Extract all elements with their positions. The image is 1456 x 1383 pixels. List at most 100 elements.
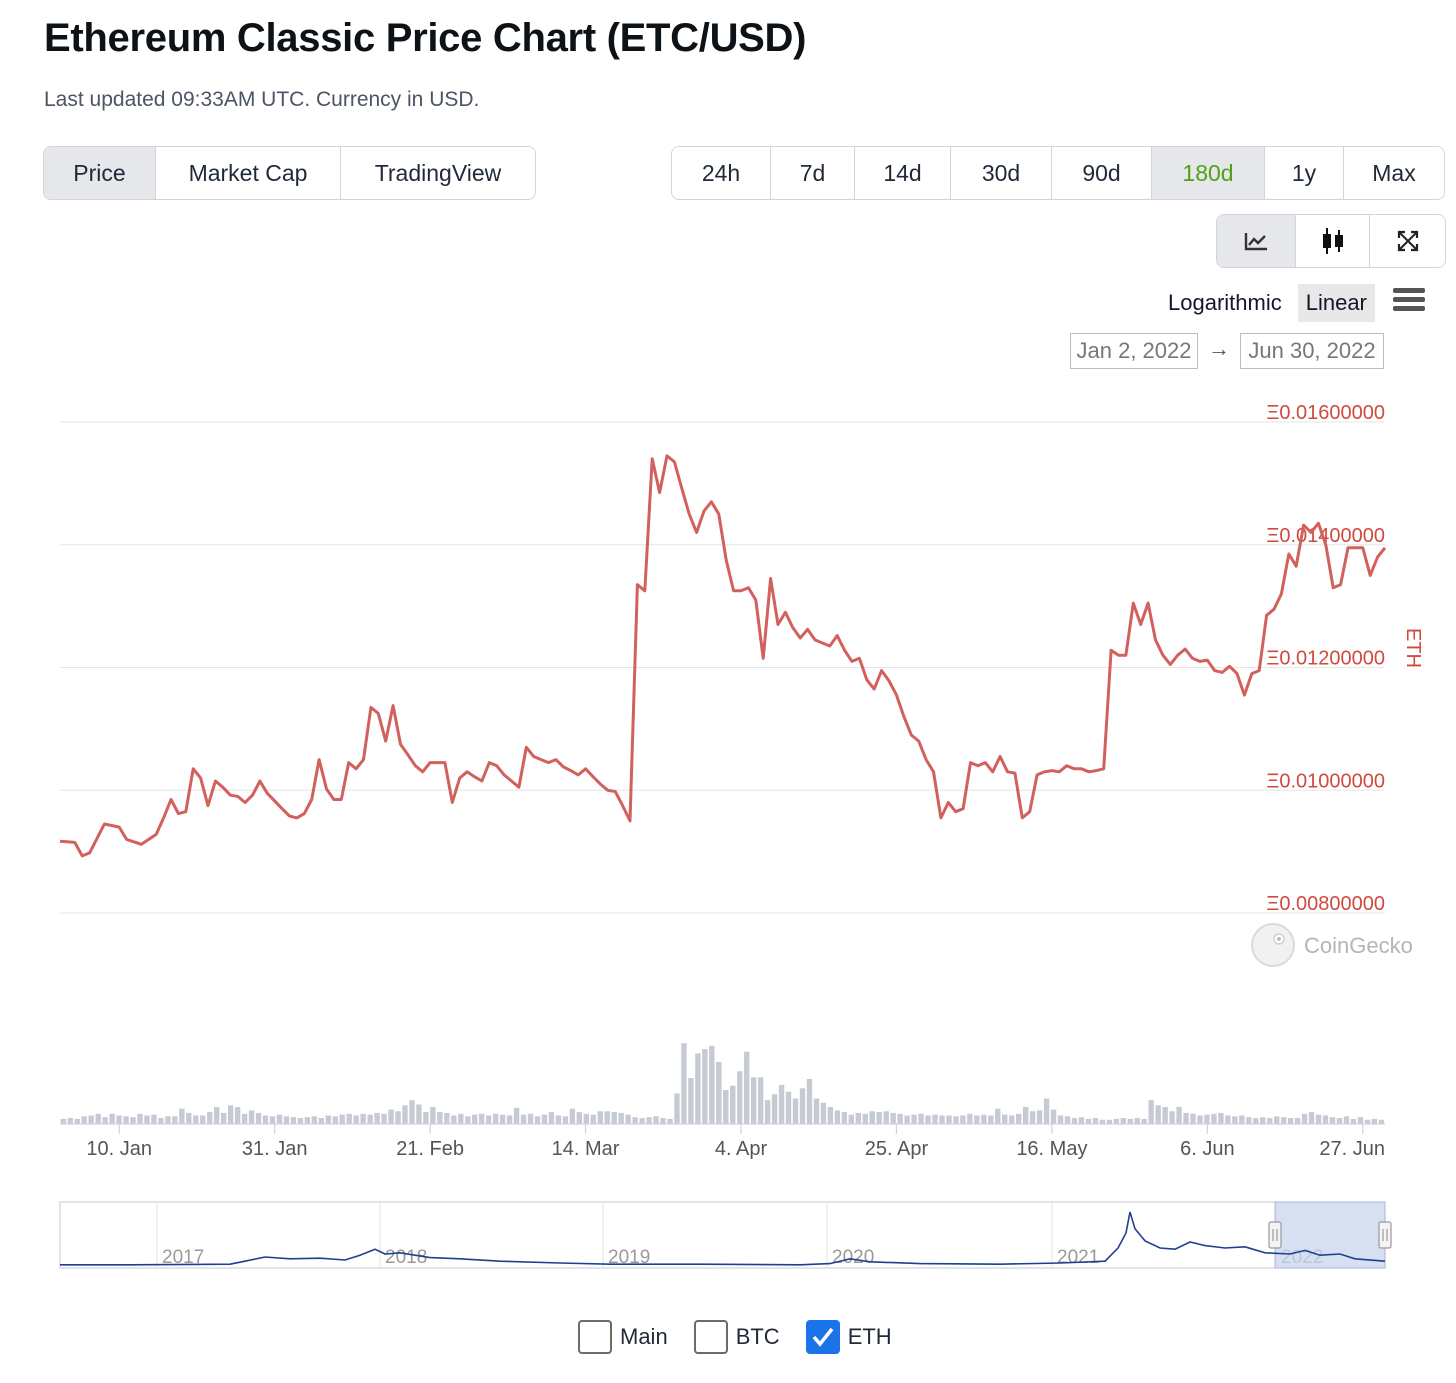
volume-bar (1085, 1118, 1092, 1124)
volume-bar (269, 1116, 276, 1124)
navigator[interactable]: 201720182019202020212022 (59, 1201, 1392, 1269)
tab-market-cap[interactable]: Market Cap (156, 147, 341, 199)
volume-bar (346, 1113, 352, 1124)
volume-bar (179, 1108, 185, 1124)
volume-bar (632, 1117, 638, 1124)
y-tick-label: Ξ0.01600000 (1266, 402, 1385, 424)
volume-bar (158, 1118, 164, 1124)
volume-bar (74, 1118, 80, 1124)
volume-bar (437, 1112, 443, 1124)
fullscreen-button[interactable] (1370, 215, 1445, 267)
volume-bar (960, 1115, 966, 1124)
volume-bar (520, 1114, 527, 1124)
volume-bar (883, 1111, 889, 1124)
volume-bar (318, 1118, 324, 1124)
range-30d-button[interactable]: 30d (951, 147, 1052, 199)
volume-bar (1162, 1107, 1168, 1124)
volume-bar (757, 1077, 764, 1124)
tab-tradingview[interactable]: TradingView (341, 147, 535, 199)
volume-bar (1120, 1118, 1126, 1124)
logarithmic-option[interactable]: Logarithmic (1168, 290, 1282, 315)
volume-bar (562, 1116, 569, 1124)
range-180d-button[interactable]: 180d (1152, 147, 1265, 199)
volume-bar (1141, 1118, 1147, 1124)
tab-price[interactable]: Price (44, 147, 156, 199)
volume-bar (1155, 1105, 1161, 1124)
x-tick-label: 4. Apr (715, 1138, 768, 1160)
volume-bar (102, 1117, 108, 1124)
volume-bar (1357, 1117, 1364, 1124)
volume-bar (695, 1053, 701, 1124)
date-to-input[interactable]: Jun 30, 2022 (1240, 333, 1384, 369)
range-7d-button[interactable]: 7d (771, 147, 855, 199)
range-90d-button[interactable]: 90d (1052, 147, 1152, 199)
volume-bar (186, 1112, 192, 1124)
x-tick-label: 14. Mar (552, 1138, 620, 1160)
y-tick-label: Ξ0.00800000 (1266, 893, 1385, 915)
volume-bar (492, 1113, 499, 1124)
volume-bar (332, 1116, 338, 1124)
page-title: Ethereum Classic Price Chart (ETC/USD) (44, 16, 807, 60)
volume-bar (1371, 1118, 1378, 1124)
volume-bar (193, 1115, 199, 1124)
volume-bar (248, 1110, 255, 1124)
volume-bar (1232, 1116, 1238, 1124)
volume-bar (1169, 1111, 1175, 1124)
volume-bar (1106, 1119, 1113, 1124)
volume-bar (1036, 1110, 1043, 1124)
range-24h-button[interactable]: 24h (672, 147, 771, 199)
navigator-year-label: 2018 (385, 1247, 427, 1268)
volume-bar (1183, 1112, 1189, 1124)
volume-bar (1134, 1118, 1140, 1124)
volume-bar (904, 1115, 910, 1124)
volume-bar (611, 1112, 617, 1124)
date-range-arrow: → (1208, 336, 1230, 361)
volume-bar (472, 1114, 478, 1124)
volume-bar (200, 1115, 206, 1124)
volume-bar (625, 1114, 631, 1124)
volume-bar (353, 1115, 359, 1124)
volume-bar (974, 1115, 980, 1124)
volume-bar (1022, 1107, 1029, 1124)
x-tick-label: 27. Jun (1319, 1138, 1385, 1160)
navigator-left-handle[interactable] (1268, 1221, 1282, 1249)
btc-checkbox-label: BTC (735, 1324, 780, 1349)
hamburger-menu-icon[interactable] (1393, 288, 1425, 316)
volume-bar (165, 1116, 171, 1124)
volume-bar (130, 1117, 136, 1124)
date-from-input[interactable]: Jan 2, 2022 (1070, 333, 1198, 369)
navigator-right-handle[interactable] (1378, 1221, 1392, 1249)
volume-bar (1190, 1113, 1196, 1124)
range-1y-button[interactable]: 1y (1265, 147, 1344, 199)
volume-bar (841, 1112, 848, 1124)
navigator-selection[interactable] (1274, 1201, 1386, 1269)
volume-bar (1336, 1118, 1343, 1124)
volume-bar (1287, 1118, 1294, 1124)
volume-bar (409, 1100, 415, 1124)
volume-bar (1099, 1119, 1106, 1124)
volume-bar (541, 1114, 548, 1124)
volume-bar (444, 1112, 450, 1124)
volume-bar (485, 1115, 492, 1124)
volume-bar (1078, 1117, 1085, 1124)
volume-bar (144, 1115, 150, 1124)
range-14d-button[interactable]: 14d (855, 147, 951, 199)
volume-bar (1064, 1116, 1071, 1124)
volume-bar (311, 1116, 318, 1124)
volume-bar (1267, 1118, 1273, 1124)
btc-checkbox[interactable] (693, 1320, 728, 1354)
navigator-year-label: 2020 (832, 1247, 874, 1268)
linear-option[interactable]: Linear (1297, 284, 1375, 322)
volume-bar (109, 1113, 115, 1124)
volume-bar (737, 1071, 743, 1124)
volume-bar (730, 1085, 736, 1124)
main-checkbox[interactable] (578, 1320, 612, 1354)
line-chart-button[interactable] (1217, 215, 1296, 267)
eth-checkbox[interactable] (805, 1320, 840, 1354)
volume-bar (374, 1112, 380, 1124)
volume-bar (820, 1102, 827, 1124)
range-max-button[interactable]: Max (1344, 147, 1444, 199)
volume-bar (583, 1113, 589, 1124)
candlestick-button[interactable] (1296, 215, 1370, 267)
volume-bar (339, 1114, 345, 1124)
